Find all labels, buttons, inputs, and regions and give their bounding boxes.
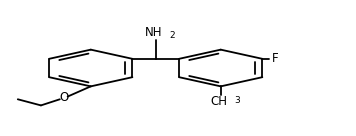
Text: NH: NH	[145, 26, 163, 39]
Text: 3: 3	[234, 96, 240, 105]
Text: 2: 2	[169, 31, 175, 40]
Text: CH: CH	[210, 95, 227, 108]
Text: O: O	[59, 91, 69, 104]
Text: F: F	[272, 52, 279, 65]
